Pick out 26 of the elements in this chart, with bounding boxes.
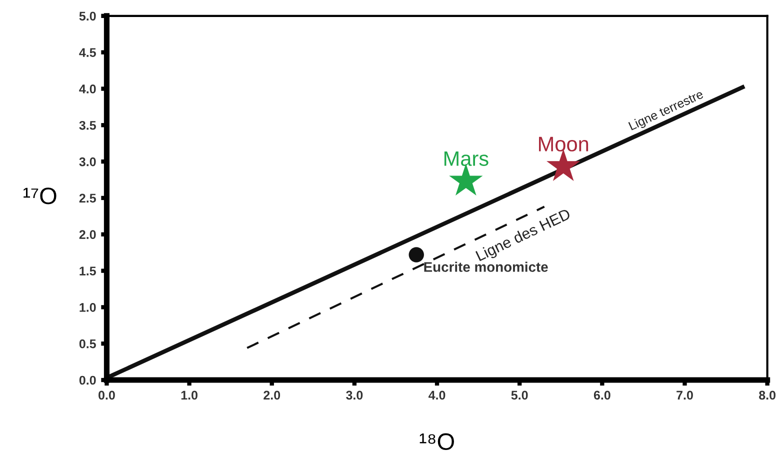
y-tick-label: 3.5 — [79, 120, 96, 130]
series-label: Moon — [539, 136, 588, 152]
series-label: Eucrite monomicte — [424, 262, 548, 272]
y-tick-label: 2.0 — [79, 230, 96, 240]
x-axis-title: ¹⁸O — [420, 433, 454, 450]
series-label: Mars — [444, 151, 488, 166]
x-tick-label: 6.0 — [594, 390, 610, 400]
y-axis-title: ¹⁷O — [24, 188, 56, 204]
x-tick-label: 7.0 — [676, 390, 693, 400]
y-tick-label: 4.5 — [79, 48, 96, 57]
y-tick-label: 2.5 — [79, 194, 96, 203]
y-tick-label: 4.0 — [79, 84, 96, 94]
x-tick-label: 1.0 — [181, 390, 198, 400]
x-tick-label: 4.0 — [428, 390, 446, 400]
x-tick-label: 2.0 — [264, 390, 280, 400]
y-tick-label: 0.5 — [79, 339, 96, 348]
x-tick-label: 3.0 — [346, 390, 363, 400]
y-tick-label: 1.0 — [80, 302, 96, 312]
text: Ligne des HED — [475, 208, 571, 262]
y-tick-label: 5.0 — [79, 12, 96, 21]
x-tick-label: 0.0 — [98, 390, 115, 400]
y-tick-label: 3.0 — [79, 157, 96, 166]
x-tick-label: 5.0 — [511, 390, 528, 400]
y-tick-label: 1.5 — [80, 266, 96, 276]
y-tick-label: 0.0 — [79, 376, 96, 385]
x-tick-label: 8.0 — [759, 390, 776, 400]
